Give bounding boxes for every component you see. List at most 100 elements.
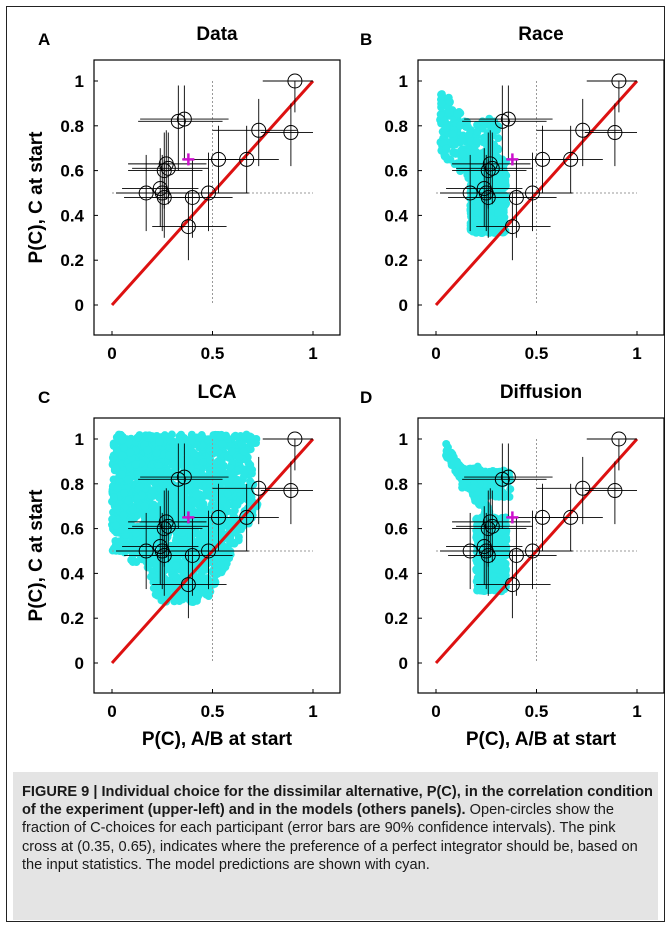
participant-marker [462,443,547,529]
participant-marker [140,85,229,160]
model-point [247,439,256,448]
y-tick-label: 0.4 [384,206,408,225]
model-point [141,530,150,539]
participant-circle [480,189,496,205]
model-point [135,483,144,492]
participant-circle [152,181,168,197]
participant-circle [170,471,186,487]
model-point [230,506,239,515]
model-point [495,194,504,203]
participant-circle [494,471,510,487]
model-point [161,482,170,491]
model-point [226,548,235,557]
model-point [463,170,472,179]
model-point [485,149,494,158]
participant-circle [500,469,516,485]
model-point [442,439,451,448]
model-point [205,487,214,496]
participant-marker [138,443,223,529]
model-point [216,432,225,441]
participant-circle [176,111,192,127]
panel-title: Data [196,24,238,45]
model-point [240,469,249,478]
model-point [199,458,208,467]
model-point [208,449,217,458]
model-point [133,433,142,442]
model-point [487,490,496,499]
model-point [198,472,207,481]
model-point [235,452,244,461]
model-point [155,437,164,446]
x-tick-label: 0.5 [525,702,549,721]
model-point [152,523,161,532]
model-point [445,108,454,117]
model-point [439,117,448,126]
model-point [113,484,122,493]
y-tick-label: 0.2 [60,609,84,628]
model-point [460,469,469,478]
model-point [171,572,180,581]
model-point [133,494,142,503]
panel-a: A Data 0 0.2 0.4 0.6 0.8 1 0 0.5 1 P(C), C at start [26,24,341,363]
model-point [245,432,254,441]
model-point [124,475,133,484]
model-point [490,225,499,234]
model-point [483,129,492,138]
panel-letter: C [38,388,50,407]
model-point [458,150,467,159]
participant-marker [122,506,199,585]
model-point [179,587,188,596]
model-point [117,470,126,479]
model-point [128,556,137,565]
model-point [160,566,169,575]
participant-marker [440,154,511,232]
model-point [210,522,219,531]
model-point [190,449,199,458]
model-point [148,486,157,495]
model-point [147,434,156,443]
model-point [118,451,127,460]
model-point [234,536,243,545]
x-tick-label: 0 [107,702,116,721]
y-tick-label: 0.2 [384,609,408,628]
model-point [451,140,460,149]
model-point [131,460,140,469]
model-point [488,583,497,592]
y-tick-label: 0.4 [60,206,84,225]
model-point [476,174,485,183]
participant-circle [180,577,196,593]
model-point [149,584,158,593]
model-point [490,565,499,574]
model-point [244,458,253,467]
panel-title: LCA [197,382,236,403]
participant-circle [575,480,591,496]
model-point [185,458,194,467]
participant-marker [584,461,637,525]
participant-circle [156,547,172,563]
caption-box [13,772,658,920]
y-tick-label: 0 [399,296,408,315]
model-point [502,533,511,542]
x-axis-label: P(C), A/B at start [466,729,617,750]
participant-circle [607,125,623,141]
model-point [186,552,195,561]
model-point [223,489,232,498]
participant-circle [283,125,299,141]
participant-circle [462,543,478,559]
y-tick-label: 1 [75,430,84,449]
participant-circle [476,181,492,197]
model-point [216,560,225,569]
participant-circle [287,73,303,89]
model-point [152,561,161,570]
model-point [124,438,133,447]
model-point [445,97,454,106]
model-point [484,507,493,516]
panel-b: B Race 0 0.2 0.4 0.6 0.8 1 0 0.5 1 [360,24,665,363]
participant-circle [611,73,627,89]
model-point [473,202,482,211]
model-point [200,529,209,538]
participant-circle [170,113,186,129]
model-point [499,203,508,212]
model-point [246,445,255,454]
model-point [246,490,255,499]
